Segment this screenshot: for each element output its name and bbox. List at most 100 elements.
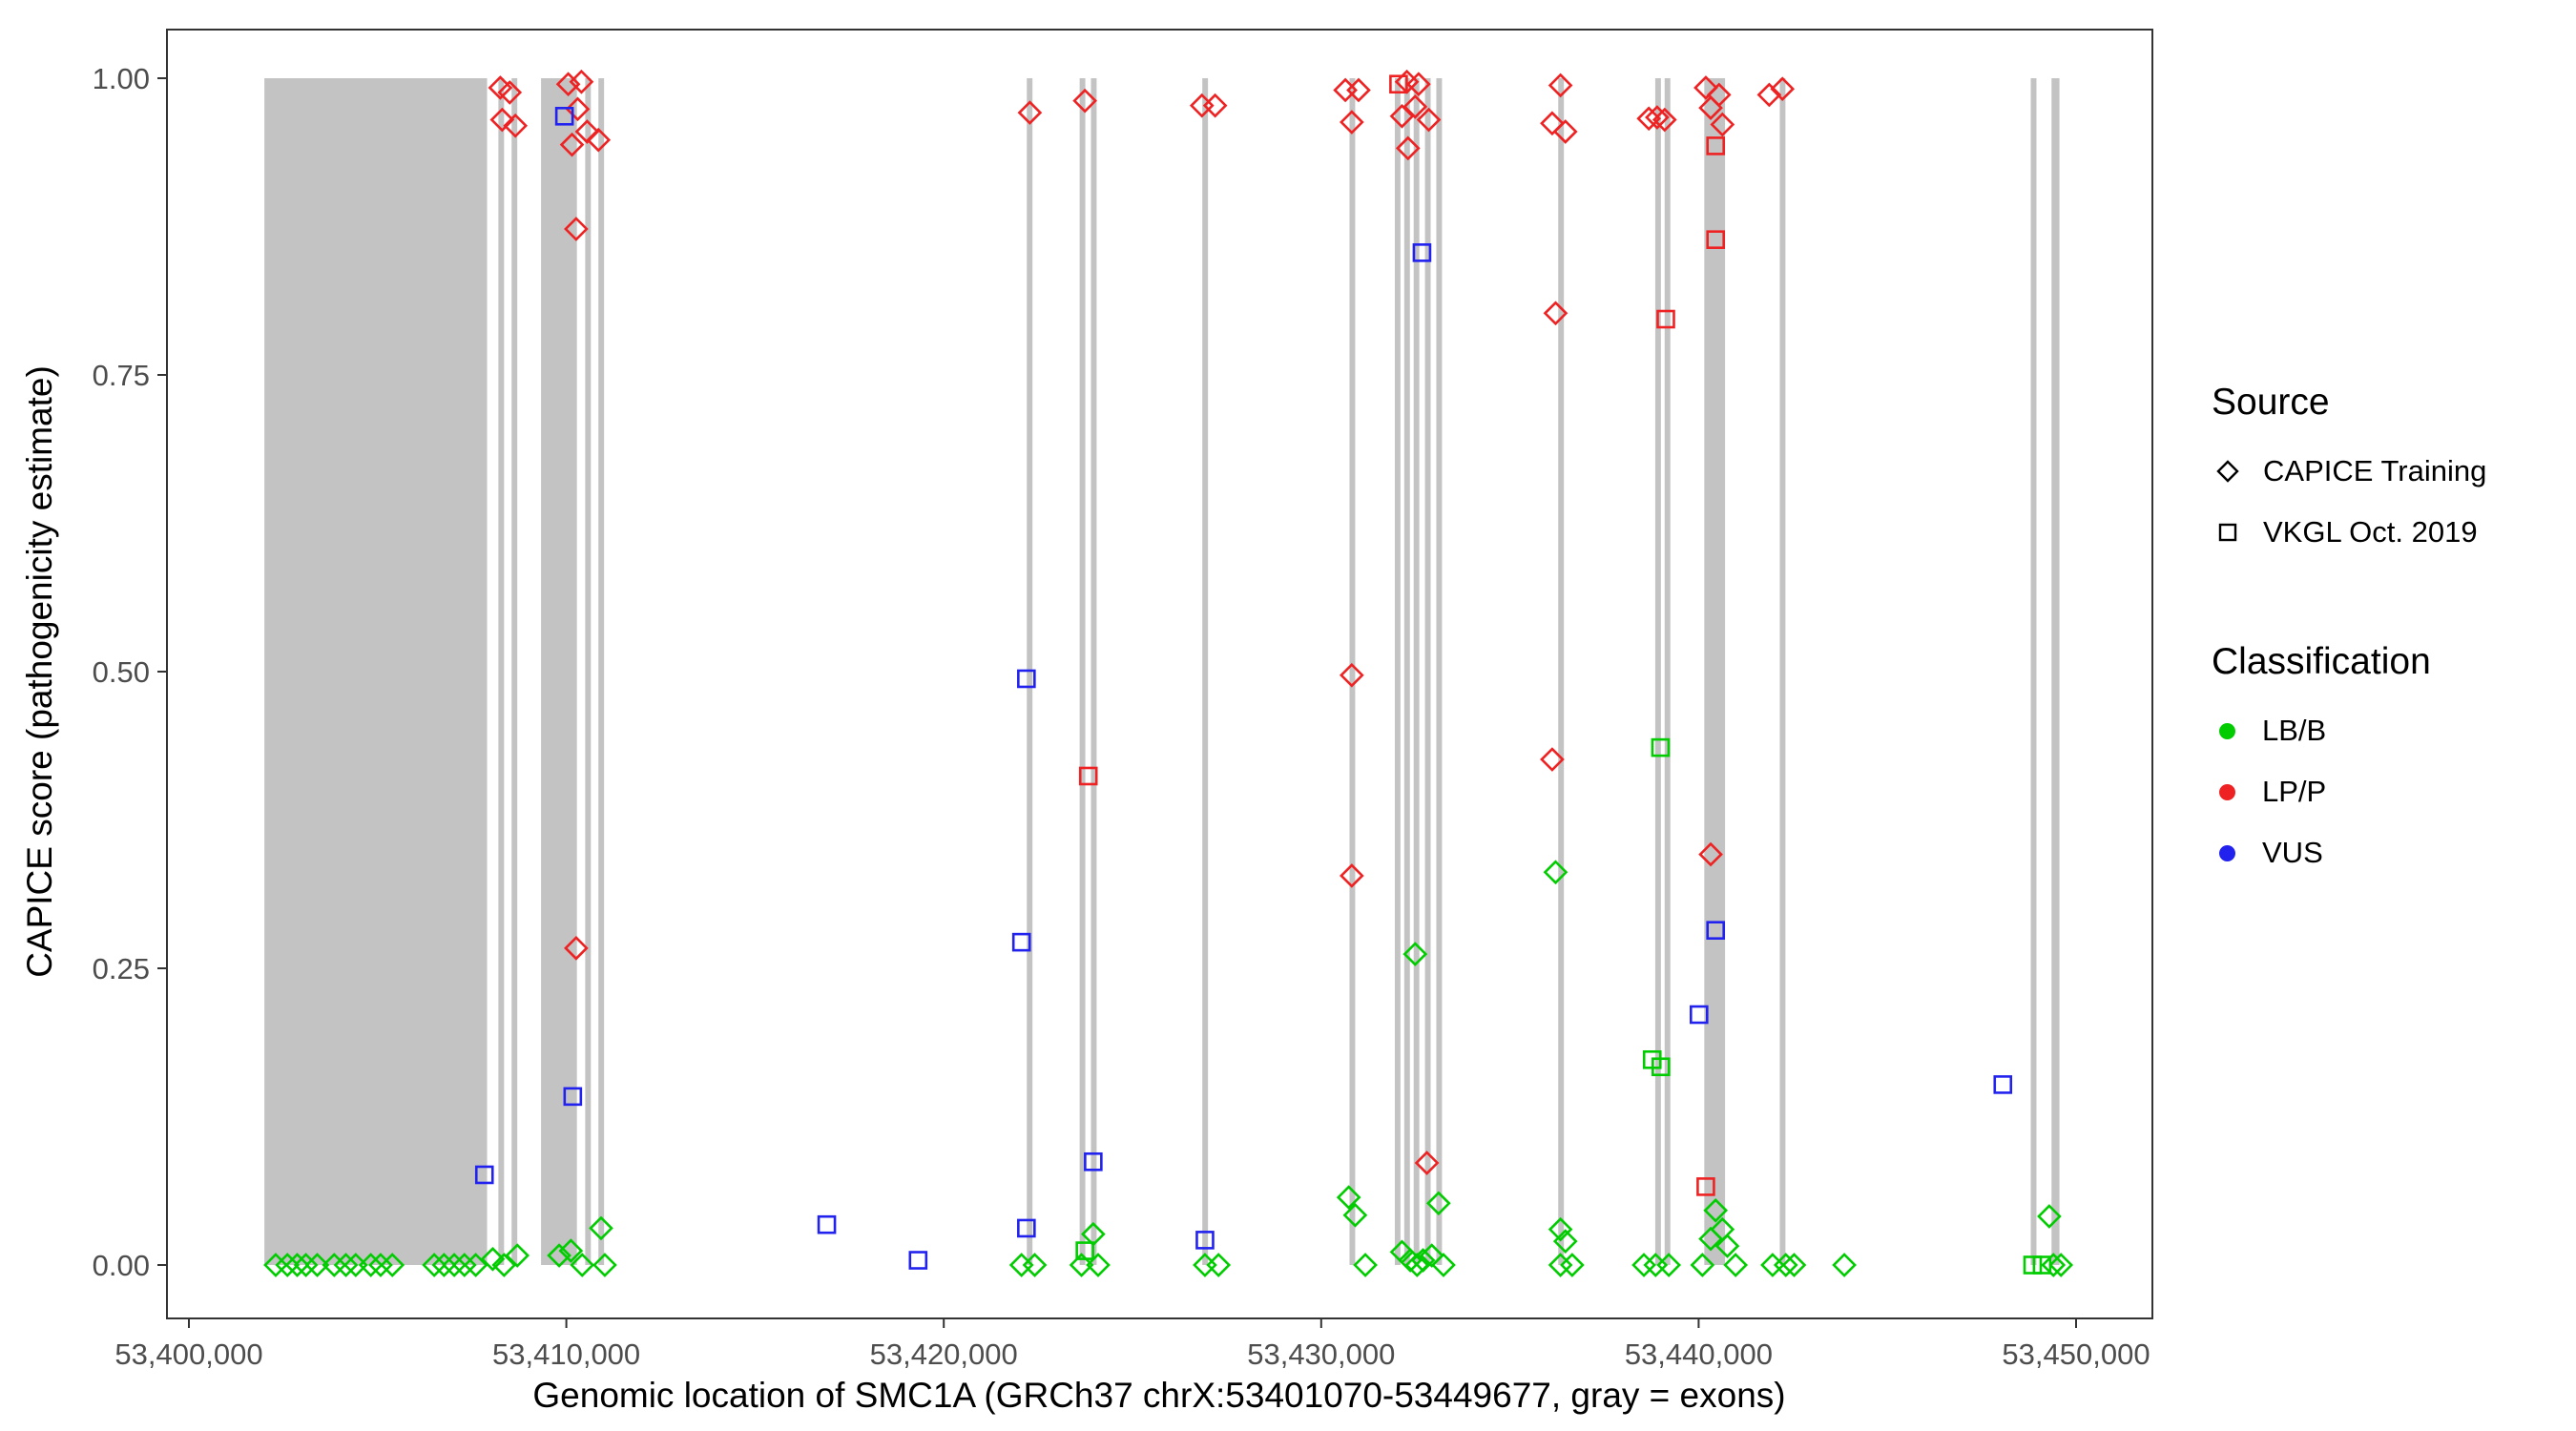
data-point bbox=[451, 1253, 477, 1277]
data-point bbox=[1696, 1177, 1715, 1196]
data-point bbox=[1698, 841, 1723, 867]
data-point bbox=[1710, 112, 1735, 137]
data-point bbox=[1022, 1253, 1048, 1277]
data-point bbox=[1084, 1151, 1103, 1172]
data-point bbox=[1069, 1253, 1094, 1277]
exon-region bbox=[1202, 78, 1209, 1265]
data-point bbox=[1832, 1253, 1857, 1277]
exon-region bbox=[1403, 78, 1410, 1265]
exon-region bbox=[1424, 78, 1431, 1265]
data-point bbox=[1652, 1057, 1671, 1077]
data-point bbox=[380, 1253, 405, 1277]
data-point bbox=[1416, 107, 1442, 133]
exon-region bbox=[1558, 78, 1565, 1265]
data-point bbox=[1072, 88, 1097, 114]
data-point bbox=[1723, 1253, 1749, 1277]
data-point bbox=[1636, 106, 1662, 132]
data-point bbox=[1410, 1248, 1436, 1273]
x-tick-label: 53,400,000 bbox=[114, 1338, 262, 1371]
legend-source-section: Source CAPICE Training VKGL Oct. 2019 bbox=[2212, 382, 2486, 550]
legend-panel: Source CAPICE Training VKGL Oct. 2019 Cl… bbox=[2212, 382, 2486, 897]
x-tick-label: 53,440,000 bbox=[1625, 1338, 1773, 1371]
data-point bbox=[1195, 1231, 1215, 1250]
data-point bbox=[2037, 1204, 2062, 1229]
data-point bbox=[503, 113, 529, 138]
data-point bbox=[1631, 1253, 1656, 1277]
data-point bbox=[2041, 1253, 2067, 1277]
data-point bbox=[1690, 1253, 1715, 1277]
data-point bbox=[1773, 1253, 1798, 1277]
data-point bbox=[497, 80, 523, 105]
data-point bbox=[505, 1243, 530, 1268]
diamond-icon bbox=[2216, 460, 2239, 483]
exon-region bbox=[1091, 78, 1097, 1265]
data-point bbox=[1548, 73, 1573, 98]
data-point bbox=[1346, 77, 1371, 103]
data-point bbox=[263, 1253, 288, 1277]
y-tick-label: 1.00 bbox=[93, 62, 150, 95]
data-point bbox=[358, 1253, 384, 1277]
exon-region bbox=[2030, 78, 2037, 1265]
exon-region bbox=[1349, 78, 1356, 1265]
data-point bbox=[275, 1253, 301, 1277]
data-point bbox=[1206, 1253, 1232, 1277]
data-point bbox=[586, 127, 612, 153]
data-point bbox=[293, 1253, 319, 1277]
data-point bbox=[1419, 1243, 1444, 1268]
legend-label-capice-training: CAPICE Training bbox=[2263, 454, 2487, 487]
data-point bbox=[1011, 932, 1031, 952]
data-point bbox=[1395, 135, 1421, 161]
data-point bbox=[1402, 94, 1428, 119]
data-point bbox=[1993, 1075, 2013, 1094]
y-tick-label: 0.00 bbox=[93, 1249, 150, 1282]
data-point bbox=[558, 1238, 584, 1263]
data-point bbox=[1552, 1229, 1578, 1254]
data-point bbox=[304, 1253, 330, 1277]
plot-panel bbox=[167, 30, 2152, 1318]
data-point bbox=[570, 1253, 595, 1277]
exon-region bbox=[1413, 78, 1420, 1265]
data-point bbox=[1412, 243, 1432, 262]
data-point bbox=[564, 217, 589, 241]
data-point bbox=[1017, 100, 1043, 125]
exon-region bbox=[264, 78, 488, 1265]
legend-label-lbb: LB/B bbox=[2262, 714, 2327, 747]
data-point bbox=[1543, 860, 1568, 885]
data-point bbox=[563, 1087, 583, 1107]
lpp-dot-icon bbox=[2219, 783, 2235, 800]
data-point bbox=[1336, 1185, 1361, 1210]
data-point bbox=[1651, 737, 1671, 757]
data-point bbox=[1552, 119, 1578, 144]
data-point bbox=[2048, 1253, 2074, 1277]
panel-border bbox=[166, 29, 2153, 1319]
legend-classification-title: Classification bbox=[2212, 641, 2431, 682]
data-point bbox=[322, 1253, 347, 1277]
data-point bbox=[1402, 942, 1428, 966]
x-tick-label: 53,420,000 bbox=[870, 1338, 1018, 1371]
data-point bbox=[559, 132, 585, 157]
legend-item-vkgl: VKGL Oct. 2019 bbox=[2212, 515, 2486, 550]
data-point bbox=[1698, 1226, 1723, 1252]
data-point bbox=[1714, 1234, 1740, 1258]
exon-region bbox=[2051, 78, 2060, 1265]
data-point bbox=[1342, 1202, 1368, 1228]
vus-dot-icon bbox=[2219, 844, 2235, 861]
x-tick-label: 53,410,000 bbox=[492, 1338, 640, 1371]
legend-item-lpp: LP/P bbox=[2212, 775, 2486, 809]
data-point bbox=[2023, 1255, 2043, 1275]
data-point bbox=[480, 1246, 506, 1272]
data-point bbox=[1406, 72, 1431, 97]
data-point bbox=[564, 936, 589, 961]
exon-region bbox=[1394, 78, 1401, 1265]
data-point bbox=[1086, 1253, 1111, 1277]
exon-region bbox=[1664, 78, 1671, 1265]
data-point bbox=[565, 96, 591, 122]
data-point bbox=[1404, 1253, 1430, 1277]
data-point bbox=[333, 1253, 359, 1277]
y-axis-title: CAPICE score (pathogenicity estimate) bbox=[20, 365, 59, 978]
data-point bbox=[1706, 136, 1726, 156]
data-point bbox=[547, 1243, 571, 1268]
exon-region bbox=[1779, 78, 1786, 1265]
data-point bbox=[1656, 309, 1675, 329]
